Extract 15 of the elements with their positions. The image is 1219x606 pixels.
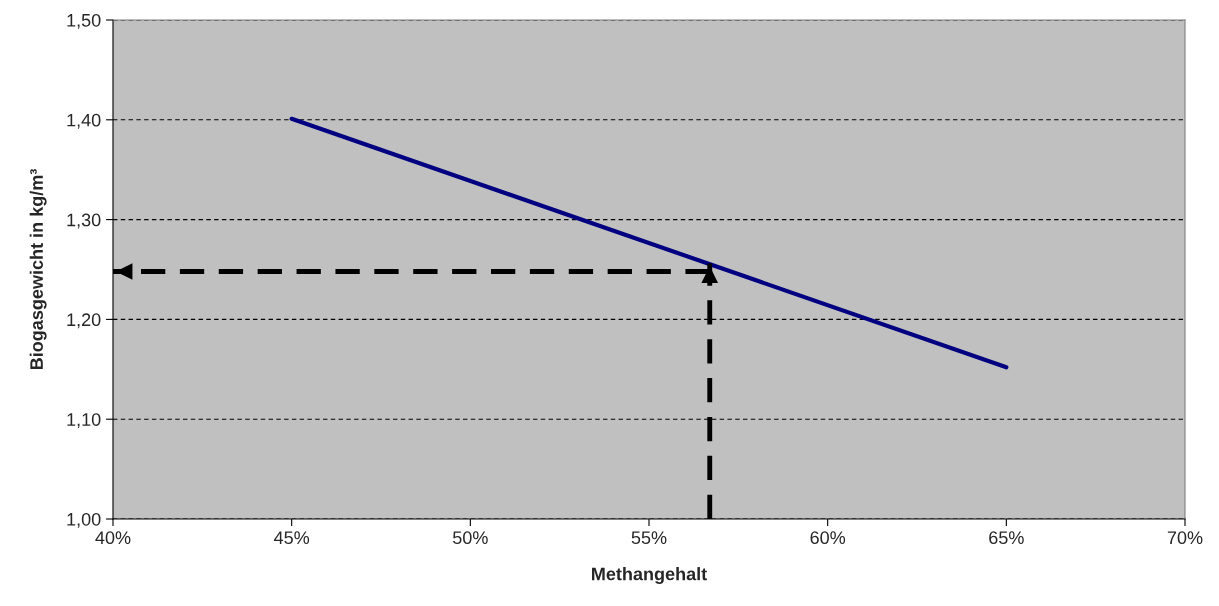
y-tick-label: 1,50 (67, 13, 101, 29)
x-tick-label: 45% (274, 531, 310, 545)
x-tick-label: 65% (989, 531, 1024, 545)
y-axis-title: Biogasgewicht in kg/m³ (29, 169, 47, 370)
x-tick-label: 60% (810, 531, 846, 545)
x-tick-label: 40% (95, 531, 131, 545)
y-tick-label: 1,40 (67, 113, 101, 129)
x-tick-label: 70% (1167, 531, 1203, 545)
x-tick-label: 50% (452, 531, 488, 545)
x-axis-title: Methangehalt (592, 567, 707, 584)
y-tick-label: 1,10 (67, 413, 101, 429)
y-tick-label: 1,30 (67, 213, 101, 229)
x-tick-label: 55% (631, 531, 667, 545)
y-tick-label: 1,00 (67, 512, 101, 528)
y-tick-label: 1,20 (67, 313, 101, 329)
